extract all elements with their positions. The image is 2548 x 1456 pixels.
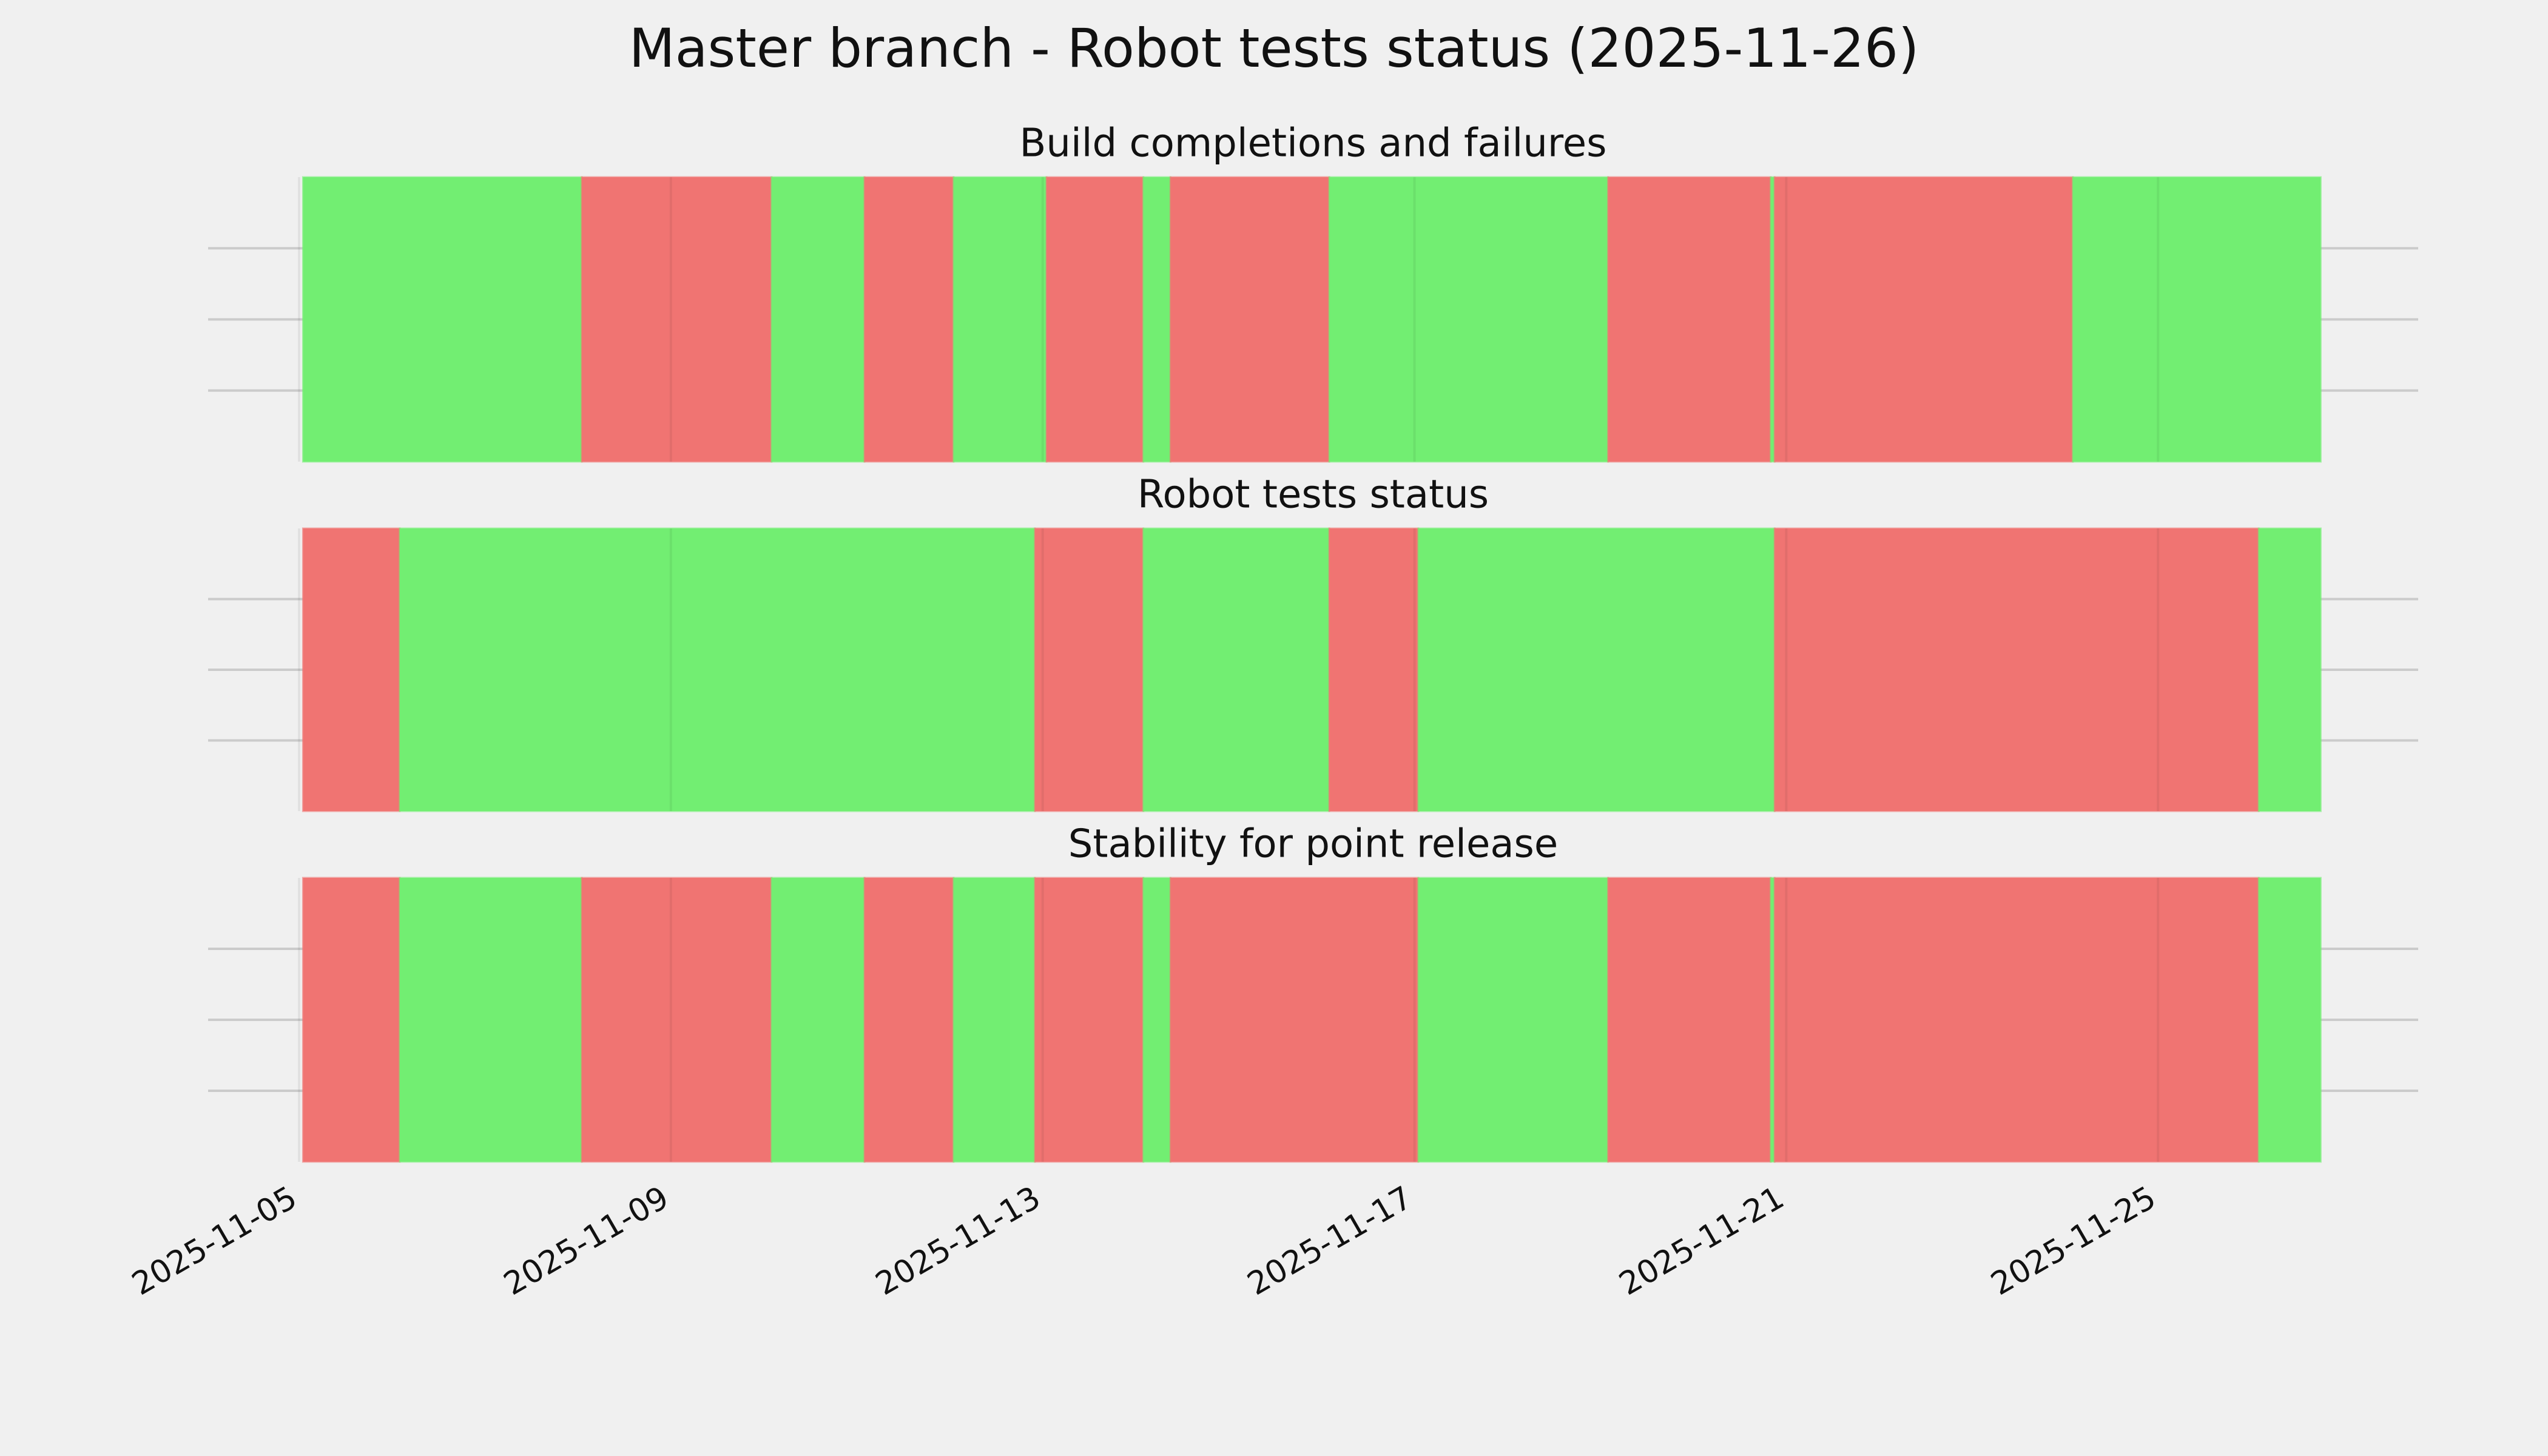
status-span	[863, 176, 955, 463]
status-span	[1045, 176, 1145, 463]
status-span	[1142, 527, 1330, 812]
status-span	[1417, 877, 1609, 1163]
status-span	[1142, 176, 1171, 463]
status-span	[1328, 176, 1609, 463]
status-span	[1328, 527, 1420, 812]
status-span	[1607, 877, 1772, 1163]
status-span	[1142, 877, 1171, 1163]
status-span	[581, 176, 773, 463]
status-span	[581, 877, 773, 1163]
status-span	[302, 176, 583, 463]
status-span	[302, 877, 401, 1163]
status-span	[1034, 527, 1145, 812]
figure-title: Master branch - Robot tests status (2025…	[629, 17, 1919, 79]
status-span	[1773, 877, 2260, 1163]
status-span	[1169, 176, 1330, 463]
status-span	[770, 877, 866, 1163]
status-span	[863, 877, 955, 1163]
status-span	[770, 176, 866, 463]
status-span	[2257, 877, 2322, 1163]
status-span	[1034, 877, 1145, 1163]
status-span	[1773, 176, 2074, 463]
panel-title: Build completions and failures	[1020, 121, 1607, 166]
status-span	[2257, 527, 2322, 812]
status-span	[1773, 527, 2260, 812]
status-span	[1607, 176, 1772, 463]
status-span	[2072, 176, 2322, 463]
status-span	[1169, 877, 1420, 1163]
status-span	[399, 877, 583, 1163]
status-span	[952, 176, 1048, 463]
status-span	[302, 527, 401, 812]
status-span	[1417, 527, 1776, 812]
status-span	[952, 877, 1036, 1163]
panel-title: Robot tests status	[1138, 473, 1489, 517]
panel-title: Stability for point release	[1068, 822, 1559, 867]
status-span	[399, 527, 1036, 812]
